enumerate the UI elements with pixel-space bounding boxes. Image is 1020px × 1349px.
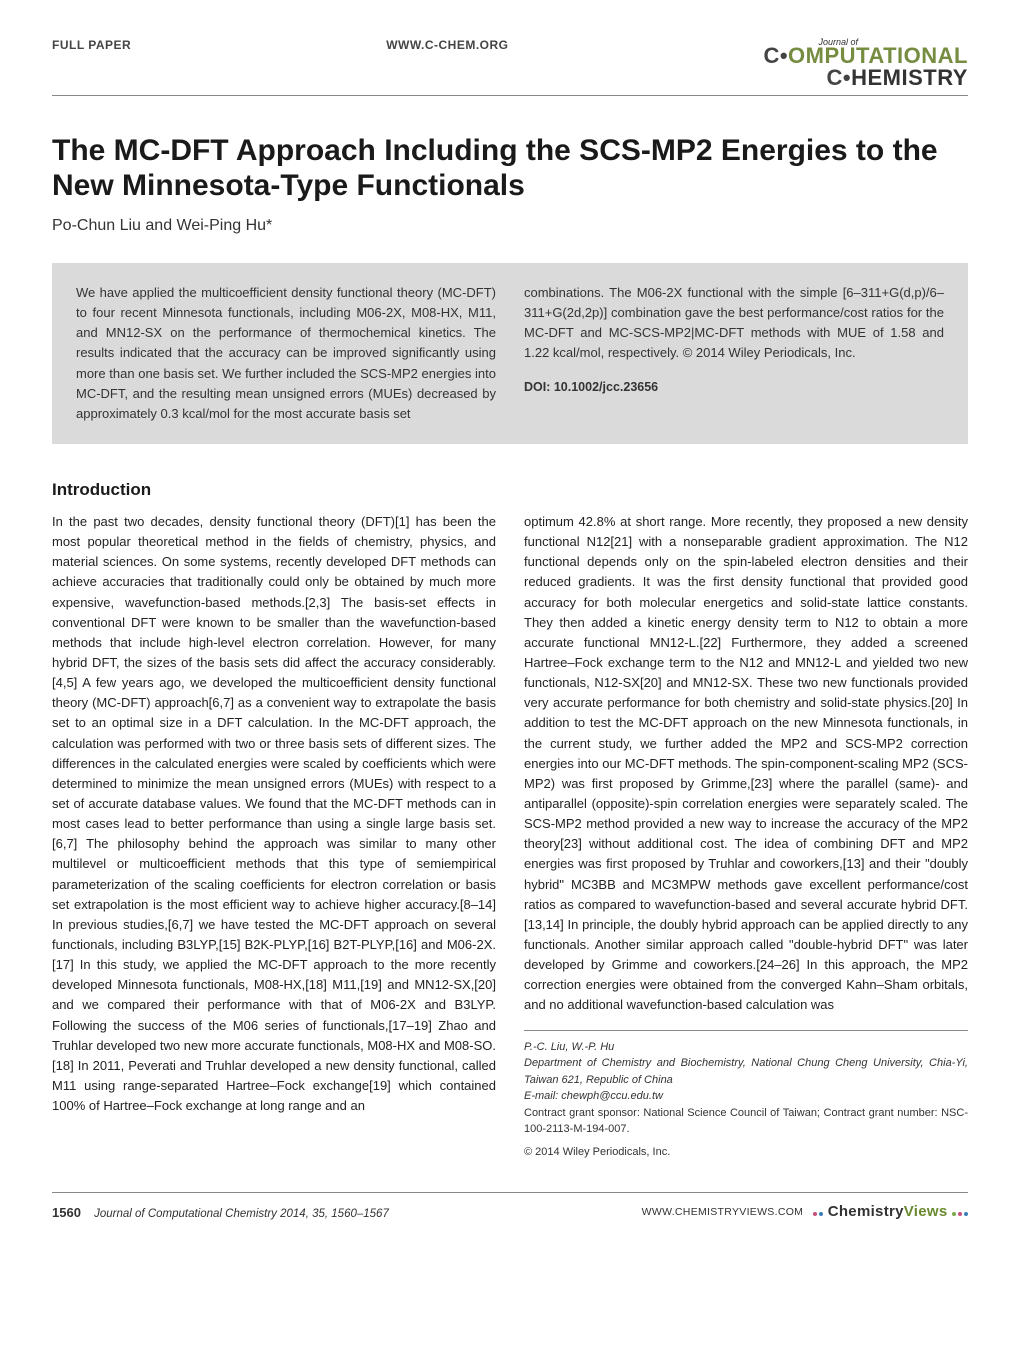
dot-icon <box>958 1212 962 1216</box>
body-right-text: optimum 42.8% at short range. More recen… <box>524 514 968 1012</box>
chemistryviews-logo: ChemistryViews <box>813 1203 968 1220</box>
section-label: FULL PAPER <box>52 38 131 52</box>
affiliation-block: P.-C. Liu, W.-P. Hu Department of Chemis… <box>524 1030 968 1161</box>
dot-icon <box>952 1212 956 1216</box>
dot-icon <box>819 1212 823 1216</box>
article-title: The MC-DFT Approach Including the SCS-MP… <box>52 134 968 203</box>
page-footer: 1560 Journal of Computational Chemistry … <box>52 1192 968 1220</box>
affiliation-email: E-mail: chewph@ccu.edu.tw <box>524 1088 968 1105</box>
author-initials: P.-C. Liu, W.-P. Hu <box>524 1039 968 1056</box>
footer-left: 1560 Journal of Computational Chemistry … <box>52 1205 389 1220</box>
abstract-box: We have applied the multicoefficient den… <box>52 263 968 444</box>
journal-name: C•OMPUTATIONAL C•HEMISTRY <box>763 43 968 90</box>
body-right-column: optimum 42.8% at short range. More recen… <box>524 512 968 1160</box>
copyright-notice: © 2014 Wiley Periodicals, Inc. <box>524 1144 968 1161</box>
footer-right: WWW.CHEMISTRYVIEWS.COM ChemistryViews <box>642 1203 968 1220</box>
abstract-right-text: combinations. The M06-2X functional with… <box>524 285 944 360</box>
dot-icon <box>964 1212 968 1216</box>
body-columns: In the past two decades, density functio… <box>52 512 968 1160</box>
affiliation-dept: Department of Chemistry and Biochemistry… <box>524 1055 968 1088</box>
dot-icon <box>813 1212 817 1216</box>
logo-dots <box>813 1212 823 1216</box>
body-left-column: In the past two decades, density functio… <box>52 512 496 1160</box>
grant-info: Contract grant sponsor: National Science… <box>524 1105 968 1138</box>
footer-url: WWW.CHEMISTRYVIEWS.COM <box>642 1206 804 1218</box>
website-label: WWW.C-CHEM.ORG <box>386 38 508 52</box>
journal-logo: Journal of C•OMPUTATIONAL C•HEMISTRY <box>763 38 968 89</box>
journal-citation: Journal of Computational Chemistry 2014,… <box>94 1208 389 1220</box>
introduction-heading: Introduction <box>52 480 968 500</box>
article-authors: Po-Chun Liu and Wei-Ping Hu* <box>52 217 968 235</box>
abstract-left: We have applied the multicoefficient den… <box>76 283 496 424</box>
doi-label: DOI: 10.1002/jcc.23656 <box>524 378 944 397</box>
logo-dots <box>952 1212 968 1216</box>
header-bar: FULL PAPER WWW.C-CHEM.ORG Journal of C•O… <box>52 38 968 96</box>
abstract-right: combinations. The M06-2X functional with… <box>524 283 944 424</box>
page-number: 1560 <box>52 1205 81 1220</box>
